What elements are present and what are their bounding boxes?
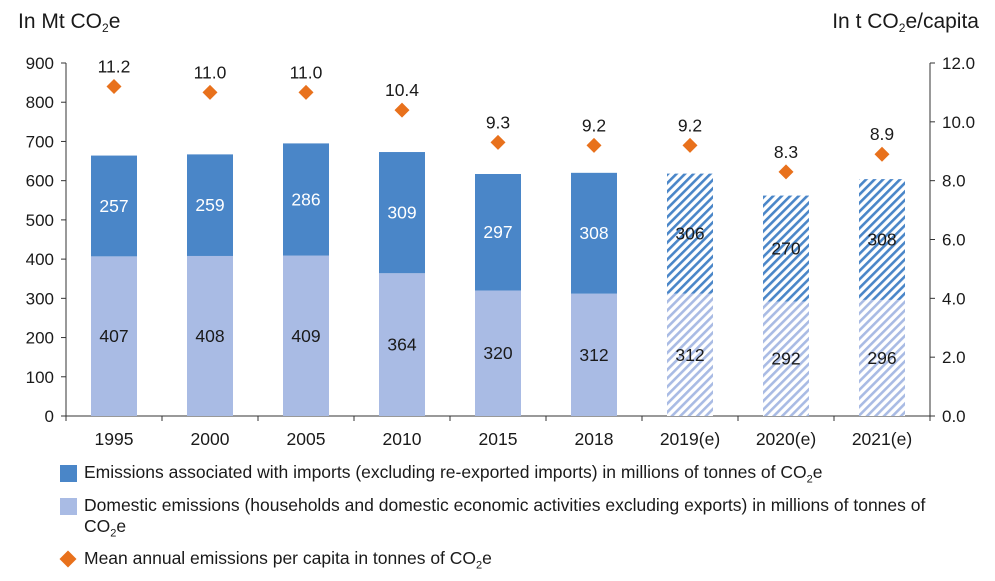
bar-imports — [667, 173, 713, 294]
left-tick-label: 300 — [26, 289, 54, 308]
per-capita-point — [586, 137, 602, 153]
per-capita-point — [490, 134, 506, 150]
right-tick-label: 0.0 — [942, 407, 966, 426]
x-tick-label: 2021(e) — [852, 429, 912, 449]
bar-domestic — [667, 293, 713, 416]
emissions-chart: 0 100 200 300 400 500 600 700 800 900 0.0 2.0 4.0 6.0… — [26, 54, 975, 449]
left-tick-label: 700 — [26, 132, 54, 151]
bar-domestic — [379, 273, 425, 416]
left-tick-label: 900 — [26, 54, 54, 73]
per-capita-point — [298, 84, 314, 100]
legend: Emissions associated with imports (exclu… — [59, 462, 960, 581]
bar-domestic — [283, 255, 329, 416]
per-capita-label: 8.3 — [774, 142, 798, 162]
bar-imports — [187, 154, 233, 256]
bar-label-domestic: 408 — [195, 326, 224, 346]
bar-imports — [475, 173, 521, 291]
bar-domestic — [859, 299, 905, 416]
x-tick-label: 1995 — [95, 429, 134, 449]
right-tick-label: 10.0 — [942, 113, 975, 132]
x-tick-label: 2000 — [191, 429, 230, 449]
bar-label-domestic: 364 — [387, 335, 416, 355]
left-tick-label: 800 — [26, 93, 54, 112]
legend-item-per-capita: Mean annual emissions per capita in tonn… — [59, 548, 960, 577]
left-tick-label: 500 — [26, 211, 54, 230]
per-capita-label: 8.9 — [870, 124, 894, 144]
bar-domestic — [475, 290, 521, 416]
per-capita-label: 9.2 — [678, 115, 702, 135]
bar-imports — [283, 143, 329, 256]
bar-label-imports: 270 — [771, 239, 800, 259]
bar-label-imports: 306 — [675, 224, 704, 244]
legend-marker-per-capita — [59, 550, 77, 568]
bar-label-domestic: 292 — [771, 349, 800, 369]
bar-domestic — [571, 293, 617, 416]
bar-imports — [571, 172, 617, 294]
bar-label-domestic: 407 — [99, 326, 128, 346]
x-tick-label: 2018 — [575, 429, 614, 449]
bar-domestic — [91, 256, 137, 416]
left-axis-title: In Mt CO2e — [18, 10, 121, 35]
bar-imports — [763, 195, 809, 302]
bar-label-imports: 257 — [99, 196, 128, 216]
bar-label-imports: 297 — [483, 222, 512, 242]
bar-label-domestic: 312 — [675, 345, 704, 365]
right-tick-label: 6.0 — [942, 231, 966, 250]
legend-swatch-imports — [60, 465, 77, 482]
left-tick-label: 600 — [26, 172, 54, 191]
bar-label-domestic: 312 — [579, 345, 608, 365]
bar-imports — [859, 179, 905, 300]
per-capita-point — [106, 79, 122, 95]
bar-label-domestic: 409 — [291, 326, 320, 346]
x-tick-label: 2020(e) — [756, 429, 816, 449]
per-capita-label: 11.0 — [194, 62, 227, 82]
legend-item-imports: Emissions associated with imports (exclu… — [60, 462, 960, 491]
bar-label-imports: 259 — [195, 195, 224, 215]
per-capita-label: 10.4 — [385, 80, 419, 100]
per-capita-point — [202, 84, 218, 100]
legend-item-domestic: Domestic emissions (households and domes… — [60, 495, 960, 545]
per-capita-point — [778, 164, 794, 180]
per-capita-label: 11.0 — [290, 62, 323, 82]
bar-label-imports: 308 — [579, 223, 608, 243]
x-tick-label: 2010 — [383, 429, 422, 449]
bar-label-imports: 309 — [387, 203, 416, 223]
per-capita-label: 9.2 — [582, 115, 606, 135]
legend-swatch-domestic — [60, 497, 77, 515]
bar-domestic — [763, 301, 809, 416]
x-tick-label: 2015 — [479, 429, 518, 449]
left-tick-label: 100 — [26, 368, 54, 387]
bar-label-imports: 308 — [867, 230, 896, 250]
per-capita-point — [682, 137, 698, 153]
bar-label-domestic: 296 — [867, 348, 896, 368]
bar-label-domestic: 320 — [483, 343, 512, 363]
right-tick-label: 8.0 — [942, 172, 966, 191]
left-tick-label: 400 — [26, 250, 54, 269]
right-tick-label: 12.0 — [942, 54, 975, 73]
right-axis-title: In t CO2e/capita — [832, 10, 979, 35]
x-tick-label: 2005 — [287, 429, 326, 449]
per-capita-label: 9.3 — [486, 112, 510, 132]
bar-label-imports: 286 — [291, 189, 320, 209]
per-capita-label: 11.2 — [98, 57, 131, 77]
x-tick-label: 2019(e) — [660, 429, 720, 449]
left-tick-label: 0 — [45, 407, 54, 426]
per-capita-point — [874, 146, 890, 162]
per-capita-point — [394, 102, 410, 118]
bar-imports — [91, 155, 137, 257]
bar-domestic — [187, 255, 233, 416]
bar-imports — [379, 152, 425, 274]
right-tick-label: 2.0 — [942, 348, 966, 367]
left-tick-label: 200 — [26, 329, 54, 348]
right-tick-label: 4.0 — [942, 289, 966, 308]
